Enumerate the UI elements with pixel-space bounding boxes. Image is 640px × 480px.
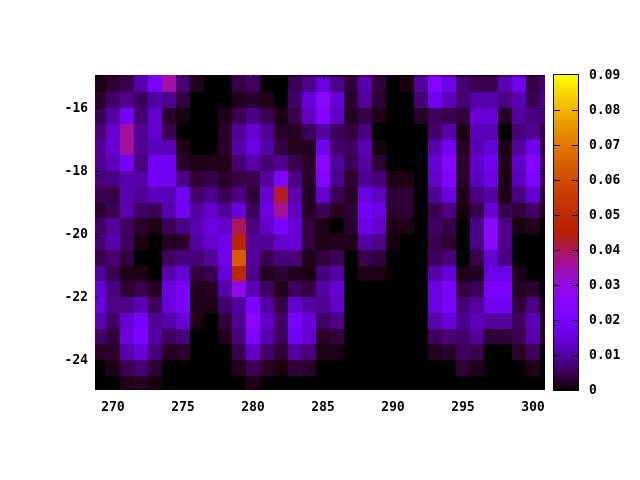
colorbar-tick-label: 0.07 xyxy=(589,138,621,153)
colorbar-tick-label: 0.05 xyxy=(589,208,621,223)
y-tick-label: -24 xyxy=(64,353,88,368)
colorbar-tick-label: 0.08 xyxy=(589,103,621,118)
x-tick-label: 280 xyxy=(241,400,265,415)
colorbar-tick-label: 0.01 xyxy=(589,348,621,363)
colorbar xyxy=(553,74,579,391)
colorbar-tick-label: 0.02 xyxy=(589,313,621,328)
heatmap-plot xyxy=(95,75,545,390)
colorbar-tick-label: 0.06 xyxy=(589,173,621,188)
x-tick-label: 285 xyxy=(311,400,335,415)
x-tick-label: 270 xyxy=(101,400,125,415)
x-tick-label: 290 xyxy=(381,400,405,415)
x-tick-label: 300 xyxy=(521,400,545,415)
colorbar-tick-label: 0.04 xyxy=(589,243,621,258)
y-tick-label: -16 xyxy=(64,101,88,116)
colorbar-tick-label: 0.09 xyxy=(589,68,621,83)
colorbar-tick-label: 0 xyxy=(589,383,597,398)
y-tick-label: -18 xyxy=(64,164,88,179)
x-tick-label: 295 xyxy=(451,400,475,415)
y-tick-label: -20 xyxy=(64,227,88,242)
x-tick-label: 275 xyxy=(171,400,195,415)
colorbar-gradient xyxy=(554,75,578,390)
colorbar-tick-label: 0.03 xyxy=(589,278,621,293)
y-tick-label: -22 xyxy=(64,290,88,305)
